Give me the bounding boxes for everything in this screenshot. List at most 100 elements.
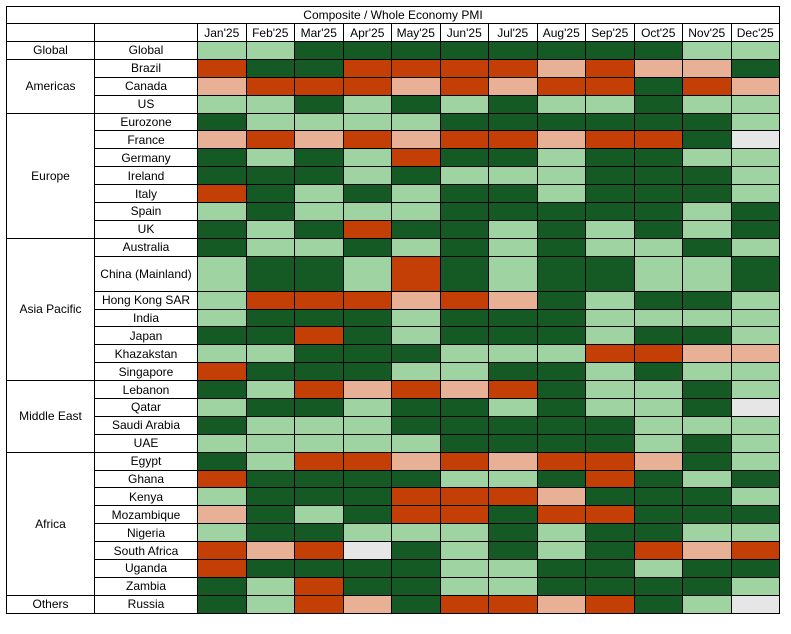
heatmap-cell <box>536 469 586 489</box>
heatmap-cell <box>294 219 344 239</box>
country-label: Ghana <box>94 469 198 489</box>
heatmap-cell <box>633 202 683 221</box>
heatmap-cell <box>585 166 635 186</box>
heatmap-cell <box>391 184 441 204</box>
country-label: Singapore <box>94 362 198 382</box>
country-label: Saudi Arabia <box>94 415 198 435</box>
heatmap-cell <box>730 290 780 310</box>
heatmap-cell <box>488 469 538 489</box>
heatmap-cell <box>391 469 441 489</box>
heatmap-cell <box>197 237 247 257</box>
heatmap-cell <box>245 184 295 204</box>
heatmap-cell <box>294 255 344 292</box>
heatmap-cell <box>391 202 441 221</box>
heatmap-cell <box>294 398 344 417</box>
column-label: Sep'25 <box>585 23 635 42</box>
heatmap-cell <box>245 469 295 489</box>
country-label: Khazakstan <box>94 344 198 364</box>
heatmap-cell <box>391 290 441 310</box>
heatmap-cell <box>439 202 489 221</box>
heatmap-cell <box>730 112 780 132</box>
heatmap-cell <box>391 380 441 400</box>
heatmap-cell <box>342 469 392 489</box>
heatmap-cell <box>197 130 247 150</box>
heatmap-cell <box>730 344 780 364</box>
heatmap-cell <box>245 326 295 346</box>
heatmap-cell <box>536 237 586 257</box>
heatmap-cell <box>245 505 295 525</box>
heatmap-cell <box>197 94 247 114</box>
country-label: UK <box>94 219 198 239</box>
heatmap-cell <box>342 415 392 435</box>
table-row: Khazakstan <box>7 344 780 364</box>
heatmap-cell <box>294 559 344 578</box>
heatmap-cell <box>585 148 635 168</box>
heatmap-cell <box>633 219 683 239</box>
heatmap-cell <box>197 344 247 364</box>
heatmap-cell <box>682 112 732 132</box>
heatmap-cell <box>439 184 489 204</box>
heatmap-cell <box>730 94 780 114</box>
heatmap-cell <box>245 76 295 96</box>
heatmap-cell <box>536 523 586 543</box>
heatmap-cell <box>391 344 441 364</box>
heatmap-cell <box>391 594 441 614</box>
table-row: Singapore <box>7 362 780 382</box>
heatmap-cell <box>730 237 780 257</box>
table-row: UK <box>7 219 780 239</box>
heatmap-cell <box>585 380 635 400</box>
table-row: Africa Egypt <box>6 451 780 596</box>
heatmap-cell <box>536 380 586 400</box>
country-label: US <box>94 94 198 114</box>
heatmap-cell <box>197 505 247 525</box>
heatmap-cell <box>245 541 295 561</box>
heatmap-cell <box>294 576 344 596</box>
heatmap-cell <box>633 576 683 596</box>
heatmap-cell <box>391 237 441 257</box>
heatmap-cell <box>245 451 295 471</box>
heatmap-cell <box>536 166 586 186</box>
heatmap-cell <box>730 326 780 346</box>
header-blank <box>94 23 198 42</box>
heatmap-cell <box>682 380 732 400</box>
heatmap-cell <box>245 308 295 328</box>
heatmap-cell <box>294 469 344 489</box>
table-row: Asia Pacific Australia <box>6 237 780 382</box>
country-label: Ireland <box>94 166 198 186</box>
heatmap-cell <box>633 255 683 292</box>
heatmap-cell <box>391 130 441 150</box>
heatmap-cell <box>730 166 780 186</box>
heatmap-cell <box>342 184 392 204</box>
heatmap-cell <box>342 148 392 168</box>
heatmap-cell <box>536 94 586 114</box>
heatmap-cell <box>439 541 489 561</box>
country-label: Italy <box>94 184 198 204</box>
heatmap-cell <box>391 505 441 525</box>
heatmap-cell <box>488 344 538 364</box>
heatmap-cell <box>342 433 392 453</box>
country-label: Canada <box>94 76 198 96</box>
heatmap-cell <box>245 559 295 578</box>
heatmap-cell <box>633 559 683 578</box>
header-blank <box>6 23 95 42</box>
heatmap-cell <box>536 541 586 561</box>
heatmap-cell <box>488 326 538 346</box>
heatmap-cell <box>294 41 344 60</box>
heatmap-cell <box>439 505 489 525</box>
heatmap-cell <box>536 112 586 132</box>
heatmap-cell <box>391 559 441 578</box>
heatmap-cell <box>342 112 392 132</box>
heatmap-cell <box>245 362 295 382</box>
heatmap-cell <box>633 130 683 150</box>
table-row: Middle East Lebanon <box>6 380 780 453</box>
heatmap-cell <box>536 219 586 239</box>
heatmap-cell <box>488 398 538 417</box>
table-row: Ghana <box>7 469 780 489</box>
table-row: Mozambique <box>7 505 780 525</box>
heatmap-cell <box>439 130 489 150</box>
table-row: Global Global <box>6 41 780 60</box>
heatmap-cell <box>682 594 732 614</box>
country-label: Mozambique <box>94 505 198 525</box>
heatmap-cell <box>730 433 780 453</box>
heatmap-cell <box>682 290 732 310</box>
